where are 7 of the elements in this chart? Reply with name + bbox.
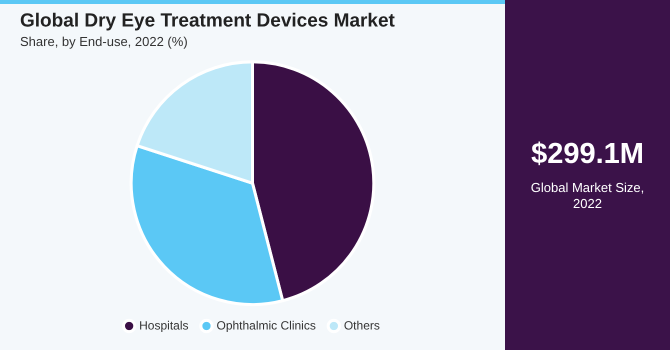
text: $299.1M [530,138,645,171]
legend-label: Others [344,318,380,332]
legend-label: Ophthalmic Clinics [216,318,316,332]
legend-label: Hospitals [139,318,188,332]
chart-subtitle: Share, by End-use, 2022 (%) [20,34,188,50]
text: Global Market Size, 2022 [530,180,646,212]
chart-title: Global Dry Eye Treatment Devices Market [20,10,396,32]
